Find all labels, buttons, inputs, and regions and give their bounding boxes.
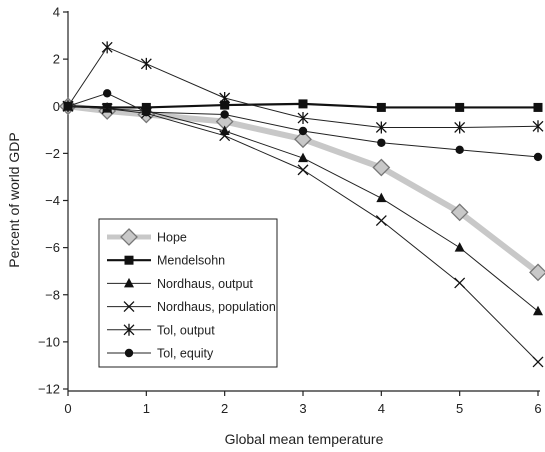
data-point-tol-equity (102, 89, 112, 98)
data-point-nordhaus-population (219, 130, 231, 142)
y-tick-label: −10 (38, 334, 60, 349)
data-point-mendelsohn (298, 99, 308, 109)
data-point-tol-equity (298, 126, 308, 136)
data-point-nordhaus-population (532, 356, 544, 368)
data-point-tol-equity (63, 102, 73, 111)
y-tick-label: −4 (45, 193, 60, 208)
legend-item-nordhaus-population: Nordhaus, population (107, 300, 276, 314)
y-axis-title: Percent of world GDP (6, 132, 22, 267)
legend-marker-tol-output (123, 323, 135, 336)
x-tick-label: 3 (299, 401, 306, 416)
series-tol-equity (63, 89, 543, 162)
x-axis-title: Global mean temperature (225, 431, 384, 447)
legend-item-nordhaus-output: Nordhaus, output (107, 277, 253, 291)
x-tick-label: 2 (221, 401, 228, 416)
data-point-nordhaus-population (297, 164, 309, 176)
data-point-tol-equity (455, 145, 464, 155)
data-point-tol-output (532, 120, 544, 133)
series-line-tol-output (67, 46, 539, 128)
data-point-nordhaus-output (376, 192, 387, 203)
y-tick-label: 4 (53, 5, 60, 20)
data-point-hope (294, 130, 312, 149)
data-point-hope (450, 203, 469, 222)
legend-item-tol-equity: Tol, equity (107, 347, 214, 361)
legend-marker-mendelsohn (124, 255, 134, 265)
legend-item-mendelsohn: Mendelsohn (107, 254, 225, 268)
x-tick-label: 6 (534, 401, 541, 416)
x-tick-label: 0 (64, 401, 71, 416)
x-tick-label: 4 (378, 401, 385, 416)
data-point-nordhaus-population (454, 277, 466, 289)
legend-label: Tol, output (157, 323, 215, 337)
legend-item-tol-output: Tol, output (107, 323, 215, 337)
legend-label: Mendelsohn (157, 254, 225, 268)
data-point-tol-output (101, 41, 113, 54)
legend-label: Tol, equity (157, 347, 214, 361)
y-axis: 4 2 0 −2 −4 −6 −8 −10 −12 (38, 5, 69, 397)
series-layer (59, 41, 545, 368)
legend-item-hope: Hope (107, 228, 187, 246)
series-tol-output (62, 41, 544, 134)
data-point-mendelsohn (376, 102, 386, 112)
data-point-tol-equity (220, 110, 229, 119)
y-tick-label: −12 (38, 382, 60, 397)
legend-marker-nordhaus-population (123, 301, 135, 313)
x-ticks: 0 1 2 3 4 5 6 (64, 391, 542, 416)
y-ticks: 4 2 0 −2 −4 −6 −8 −10 −12 (38, 5, 68, 397)
y-tick-label: −2 (45, 146, 60, 161)
data-point-tol-equity (377, 138, 386, 147)
x-tick-label: 5 (456, 401, 463, 416)
data-point-hope (529, 263, 545, 282)
legend-label: Nordhaus, output (157, 277, 253, 291)
data-point-tol-output (140, 57, 152, 70)
data-point-tol-output (297, 112, 309, 125)
data-point-nordhaus-population (101, 103, 113, 115)
x-axis: 0 1 2 3 4 5 6 (64, 390, 542, 416)
data-point-mendelsohn (455, 102, 465, 112)
data-point-mendelsohn (533, 102, 543, 112)
data-point-tol-output (219, 92, 231, 105)
y-tick-label: 0 (53, 99, 60, 114)
data-point-hope (372, 158, 391, 177)
y-tick-label: −6 (45, 240, 60, 255)
x-tick-label: 1 (143, 401, 150, 416)
data-point-nordhaus-output (298, 152, 308, 163)
series-line-tol-equity (67, 92, 539, 158)
y-tick-label: 2 (53, 52, 60, 67)
data-point-tol-equity (533, 152, 543, 162)
legend-label: Nordhaus, population (157, 300, 276, 314)
legend-marker-hope (120, 228, 138, 246)
y-tick-label: −8 (45, 287, 60, 302)
legend-items: Hope Mendelsohn Nordhaus, output Nordhaus, … (107, 228, 276, 361)
data-point-nordhaus-population (375, 215, 387, 226)
data-point-tol-output (454, 121, 466, 134)
data-point-nordhaus-output (533, 305, 543, 316)
series-line-mendelsohn (67, 102, 538, 109)
data-point-mendelsohn (220, 100, 230, 110)
series-line-nordhaus-population (67, 105, 539, 363)
series-nordhaus-population (62, 100, 544, 368)
data-point-tol-output (375, 121, 387, 134)
legend-marker-nordhaus-output (124, 277, 134, 288)
data-point-nordhaus-output (454, 242, 465, 252)
legend-label: Hope (157, 231, 187, 245)
legend-marker-tol-equity (124, 348, 134, 358)
legend: Hope Mendelsohn Nordhaus, output Nordhaus, … (98, 218, 278, 368)
data-point-tol-equity (142, 107, 151, 117)
